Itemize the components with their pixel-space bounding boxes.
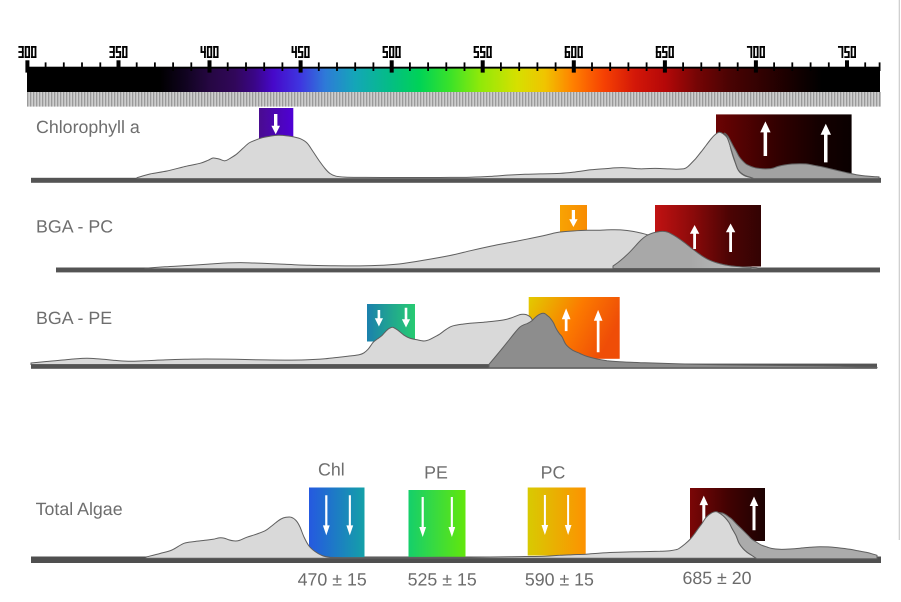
svg-text:Total Algae: Total Algae	[36, 499, 123, 519]
svg-text:525 ± 15: 525 ± 15	[408, 570, 477, 590]
svg-text:BGA - PE: BGA - PE	[36, 308, 112, 328]
svg-text:470 ± 15: 470 ± 15	[298, 570, 367, 590]
svg-text:Chl: Chl	[318, 460, 345, 480]
svg-text:PC: PC	[541, 462, 566, 482]
svg-text:590 ± 15: 590 ± 15	[525, 570, 594, 590]
svg-text:Chlorophyll a: Chlorophyll a	[36, 117, 140, 137]
svg-text:BGA - PC: BGA - PC	[36, 217, 113, 237]
svg-text:685 ± 20: 685 ± 20	[682, 568, 751, 588]
svg-text:PE: PE	[424, 462, 448, 482]
